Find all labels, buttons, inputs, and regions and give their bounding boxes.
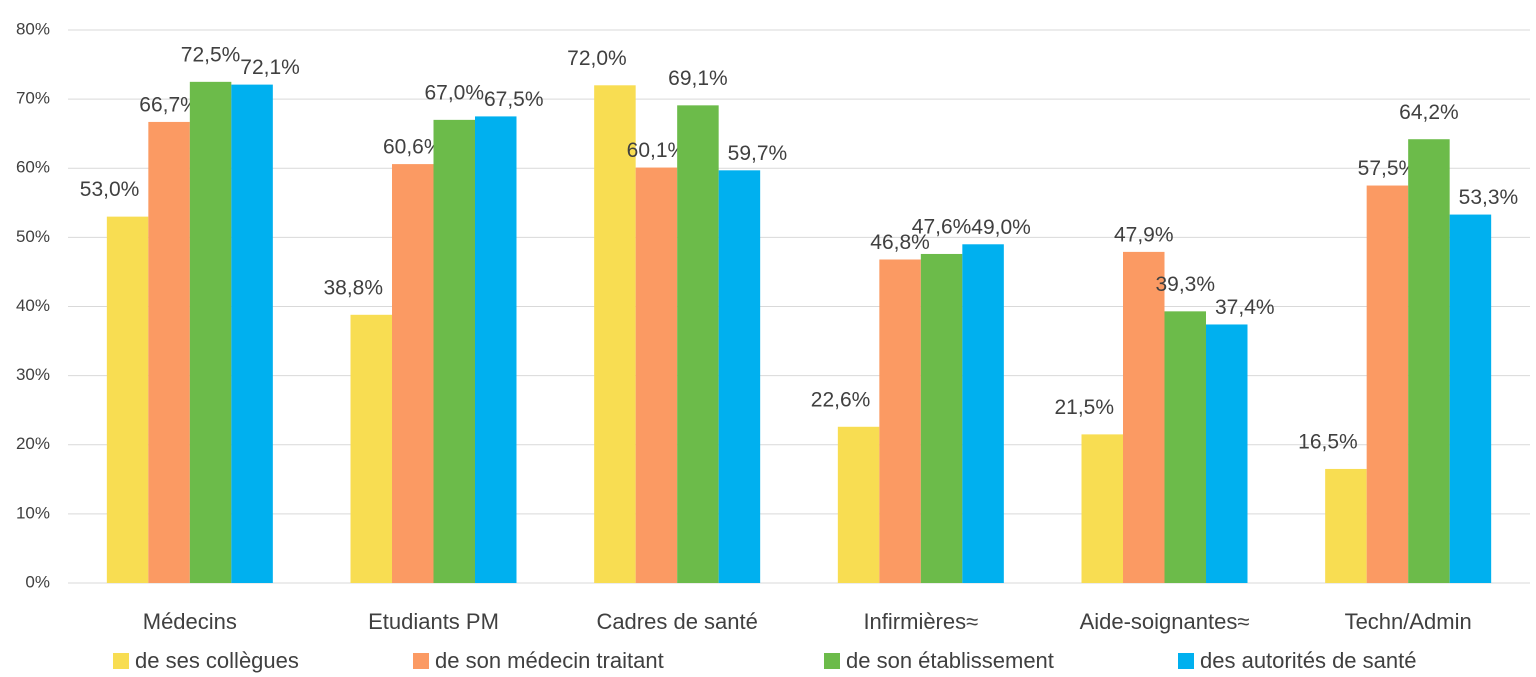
y-tick-label: 10% — [16, 503, 50, 522]
bar — [392, 164, 434, 584]
legend-label: de son médecin traitant — [435, 648, 664, 673]
legend-swatch — [1178, 653, 1194, 669]
bar — [1123, 251, 1165, 584]
bar — [837, 426, 880, 583]
value-label: 47,6% — [912, 216, 972, 239]
legend-swatch — [413, 653, 429, 669]
y-tick-label: 30% — [16, 365, 50, 384]
bar — [718, 170, 761, 584]
y-tick-label: 60% — [16, 158, 50, 177]
bar — [1164, 311, 1206, 583]
y-tick-label: 70% — [16, 89, 50, 108]
bar — [475, 116, 517, 583]
legend-label: des autorités de santé — [1200, 648, 1416, 673]
value-label: 16,5% — [1298, 430, 1358, 453]
value-label: 53,0% — [80, 178, 140, 201]
value-label: 67,0% — [424, 81, 484, 104]
value-label: 21,5% — [1054, 396, 1114, 419]
value-label: 66,7% — [139, 93, 199, 116]
value-label: 47,9% — [1114, 223, 1174, 246]
value-label: 72,0% — [567, 47, 627, 70]
y-tick-label: 50% — [16, 227, 50, 246]
legend-swatch — [113, 653, 129, 669]
value-label: 39,3% — [1155, 273, 1215, 296]
value-label: 49,0% — [971, 216, 1031, 239]
bar — [1408, 139, 1450, 583]
y-tick-label: 20% — [16, 434, 50, 453]
bar — [189, 81, 232, 583]
y-tick-label: 40% — [16, 296, 50, 315]
value-label: 57,5% — [1358, 157, 1418, 180]
bar — [350, 314, 392, 583]
x-tick-label: Aide-soignantes≈ — [1080, 609, 1250, 634]
value-label: 60,6% — [383, 136, 443, 159]
bar — [594, 85, 636, 584]
bar — [677, 105, 719, 583]
value-label: 72,1% — [240, 56, 300, 79]
value-label: 46,8% — [870, 231, 930, 254]
x-tick-label: Cadres de santé — [596, 609, 757, 634]
bar — [962, 244, 1004, 583]
bar — [433, 119, 475, 584]
value-label: 22,6% — [811, 388, 871, 411]
x-tick-label: Techn/Admin — [1345, 609, 1472, 634]
bar — [1081, 434, 1123, 583]
y-tick-label: 80% — [16, 19, 50, 38]
legend-label: de son établissement — [846, 648, 1054, 673]
bar — [1366, 185, 1409, 583]
legend-label: de ses collègues — [135, 648, 299, 673]
x-tick-label: Médecins — [143, 609, 237, 634]
bar — [1206, 324, 1248, 583]
value-label: 60,1% — [627, 139, 687, 162]
value-label: 59,7% — [728, 142, 788, 165]
x-tick-label: Etudiants PM — [368, 609, 499, 634]
bar — [635, 167, 678, 583]
bar — [106, 216, 149, 583]
bar — [231, 84, 273, 583]
bar — [879, 259, 921, 583]
bar — [148, 121, 190, 583]
bar — [1449, 214, 1492, 583]
legend-swatch — [824, 653, 840, 669]
value-label: 72,5% — [181, 43, 241, 66]
value-label: 69,1% — [668, 67, 728, 90]
value-label: 53,3% — [1459, 186, 1519, 209]
value-label: 38,8% — [323, 276, 383, 299]
value-label: 67,5% — [484, 88, 544, 111]
bar — [1325, 468, 1367, 583]
value-label: 37,4% — [1215, 296, 1275, 319]
x-tick-label: Infirmières≈ — [863, 609, 978, 634]
value-label: 64,2% — [1399, 101, 1459, 124]
bar — [920, 253, 963, 583]
y-tick-label: 0% — [25, 572, 50, 591]
